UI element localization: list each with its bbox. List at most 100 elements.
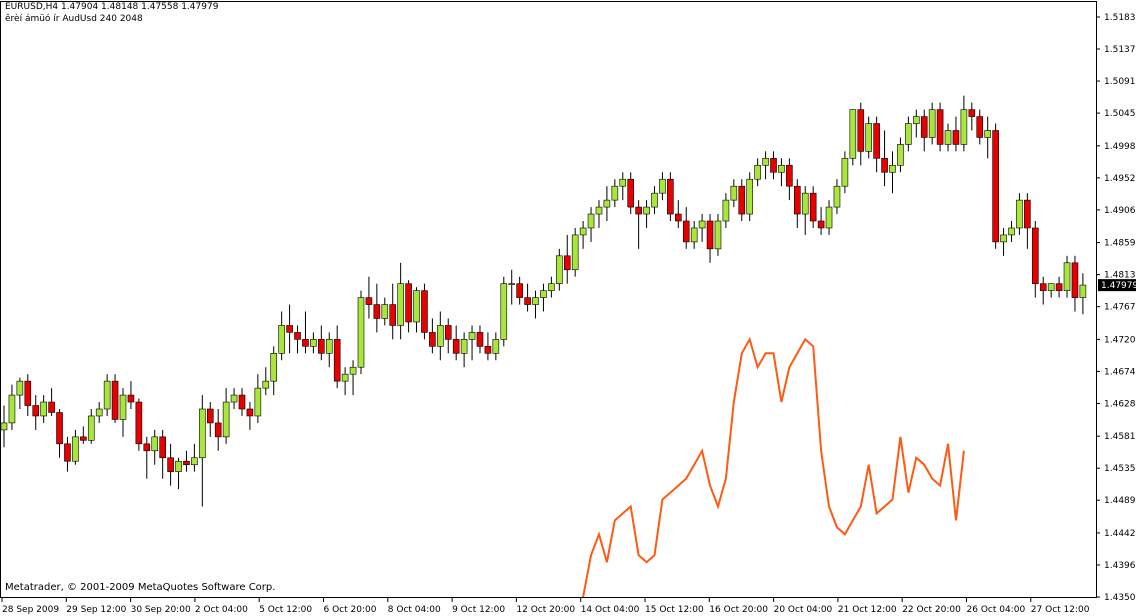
bull-candle: [849, 109, 857, 159]
bull-candle: [437, 325, 444, 347]
bull-candle: [16, 380, 24, 396]
time-tick-label: 20 Oct 04:00: [774, 605, 833, 615]
bear-candle: [920, 116, 928, 138]
price-tick-label: 1.47670: [1104, 303, 1136, 313]
bear-candle: [936, 109, 944, 145]
bear-candle: [516, 283, 523, 298]
bull-candle: [778, 165, 785, 173]
bull-candle: [1079, 284, 1087, 298]
price-tick-label: 1.50910: [1104, 77, 1136, 87]
bull-candle: [254, 387, 262, 417]
bull-candle: [1000, 234, 1007, 243]
bear-candle: [143, 443, 151, 452]
price-tick-label: 1.45350: [1104, 464, 1136, 474]
bull-candle: [222, 401, 230, 438]
bull-candle: [151, 436, 159, 452]
chart-symbol-header: EURUSD,H4 1.47904 1.48148 1.47558 1.4797…: [5, 2, 219, 12]
bull-candle: [587, 213, 595, 229]
bear-candle: [318, 339, 325, 354]
bear-candle: [635, 206, 642, 215]
bull-candle: [556, 255, 563, 284]
bull-candle: [349, 366, 357, 375]
time-tick-label: 12 Oct 20:00: [516, 605, 575, 615]
bull-candle: [397, 283, 404, 326]
bear-candle: [302, 339, 309, 347]
bull-candle: [87, 415, 95, 441]
bull-candle: [1047, 283, 1055, 291]
bull-candle: [119, 394, 127, 420]
bull-candle: [960, 109, 968, 145]
bear-candle: [682, 220, 690, 243]
bull-candle: [1063, 262, 1071, 291]
bull-candle: [730, 185, 738, 201]
bear-candle: [968, 109, 976, 117]
bull-candle: [833, 185, 841, 208]
bull-candle: [841, 158, 849, 187]
bear-candle: [127, 394, 135, 403]
bull-candle: [690, 227, 698, 243]
bull-candle: [643, 206, 650, 215]
bull-candle: [603, 199, 611, 208]
price-tick-label: 1.44890: [1104, 496, 1136, 506]
bear-candle: [873, 123, 880, 159]
bear-candle: [183, 460, 190, 466]
bear-candle: [294, 332, 301, 340]
bull-candle: [928, 109, 936, 138]
bear-candle: [206, 408, 214, 424]
time-axis: 28 Sep 2009 29 Sep 12:00 30 Sep 20:00 2 Oct…: [1, 598, 1090, 615]
bull-candle: [865, 123, 872, 152]
current-price-label: 1.47979: [1101, 281, 1136, 291]
bear-candle: [80, 436, 87, 441]
price-tick-label: 1.45810: [1104, 432, 1136, 442]
price-tick-label: 1.51830: [1104, 13, 1136, 23]
bull-candle: [460, 339, 468, 354]
bear-candle: [405, 283, 412, 323]
bear-candle: [111, 380, 119, 420]
bear-candle: [786, 165, 793, 187]
bear-candle: [667, 178, 674, 215]
bear-candle: [992, 130, 999, 243]
bear-candle: [214, 422, 222, 438]
time-tick-label: 8 Oct 04:00: [388, 605, 441, 615]
overlay-series-line: [582, 336, 965, 598]
bull-candle: [698, 220, 706, 229]
plot-frame: [0, 1, 1097, 598]
price-tick-label: 1.46280: [1104, 399, 1136, 409]
bear-candle: [246, 408, 254, 417]
indicator-label: êrèí ámüó ír AudUsd 240 2048: [5, 14, 143, 24]
bear-candle: [857, 109, 865, 152]
price-tick-label: 1.50450: [1104, 109, 1136, 119]
bull-candle: [801, 192, 809, 215]
bull-candle: [540, 290, 547, 298]
bear-candle: [881, 158, 888, 173]
bull-candle: [1008, 227, 1015, 236]
bull-candle: [984, 130, 991, 138]
bear-candle: [1071, 262, 1079, 298]
bear-candle: [159, 436, 166, 459]
bull-candle: [746, 178, 754, 215]
bull-candle: [889, 165, 896, 173]
bull-candle: [270, 353, 278, 382]
bear-candle: [1031, 227, 1039, 284]
bear-candle: [421, 290, 428, 333]
price-tick-label: 1.49060: [1104, 206, 1136, 216]
bull-candle: [619, 178, 627, 187]
bull-candle: [611, 185, 619, 201]
bear-candle: [738, 185, 746, 215]
bear-candle: [333, 339, 341, 382]
current-price-badge: [1098, 279, 1136, 292]
bear-candle: [675, 213, 682, 222]
bull-candle: [468, 332, 476, 340]
bull-candle: [103, 380, 111, 410]
time-tick-label: 15 Oct 12:00: [645, 605, 704, 615]
time-tick-label: 9 Oct 12:00: [452, 605, 505, 615]
bull-candle: [548, 283, 555, 291]
bull-candle: [532, 297, 539, 305]
time-tick-label: 16 Oct 20:00: [709, 605, 768, 615]
copyright-text: Metatrader, © 2001-2009 MetaQuotes Softw…: [5, 582, 276, 593]
bull-candle: [325, 339, 333, 354]
price-tick-label: 1.44420: [1104, 529, 1136, 539]
bear-candle: [167, 457, 174, 472]
price-tick-label: 1.49520: [1104, 174, 1136, 184]
